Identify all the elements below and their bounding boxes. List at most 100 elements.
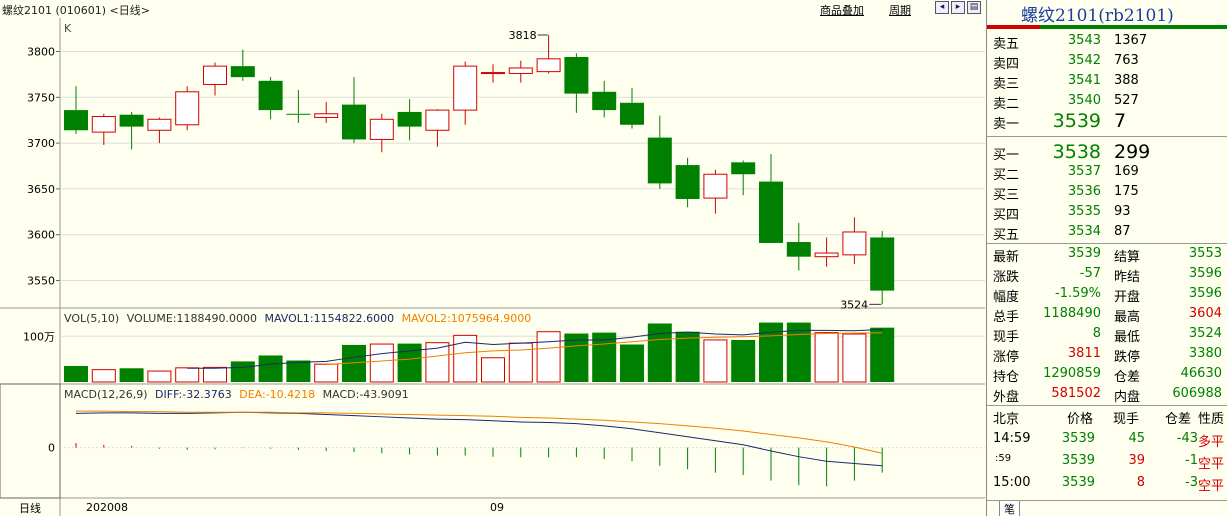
stat-value: 581502 — [1051, 386, 1101, 401]
trade-price: 3539 — [1061, 431, 1095, 446]
candles — [64, 34, 895, 305]
tab-trades[interactable]: 笔 — [999, 501, 1020, 516]
stat-value: 3596 — [1188, 266, 1222, 281]
volume-bar — [703, 339, 728, 383]
trade-nature: 空平 — [1198, 479, 1225, 494]
volume-bar — [147, 370, 172, 383]
vol-prefix: VOL(5,10) — [64, 312, 119, 325]
candle-body — [119, 114, 144, 127]
diff-line — [75, 411, 883, 467]
price-axis: 3800 3750 3700 3650 3600 3550 — [27, 45, 55, 287]
volume-bar — [870, 327, 895, 382]
stat-label: 总手 — [993, 310, 1020, 325]
ask-volume: 7 — [1114, 110, 1127, 132]
layout-icon[interactable]: ▤ — [967, 1, 981, 14]
candle — [481, 64, 505, 83]
ask-volume: 388 — [1114, 73, 1139, 88]
stat-label: 持仓 — [993, 370, 1020, 385]
volume-bar — [481, 357, 505, 383]
candle-body — [175, 91, 200, 126]
volume-bar — [397, 343, 422, 382]
stat-label: 现手 — [993, 330, 1020, 345]
volume-bar — [175, 367, 200, 383]
trade-row: 15:00 3539 8 -3 空平 — [987, 473, 1227, 494]
trade-time: 14:59 — [993, 431, 1031, 446]
candle-body — [536, 58, 561, 73]
stat-value: 3380 — [1188, 346, 1222, 361]
stat-value: 3811 — [1067, 346, 1101, 361]
stat-row: 涨跌 -57 昨结 3596 — [987, 264, 1227, 285]
high-marker: 3818 — [509, 29, 537, 42]
ask-row: 卖四 3542 763 — [987, 51, 1227, 72]
period-button[interactable]: 周期 — [889, 4, 911, 17]
ask-label: 卖二 — [993, 97, 1020, 112]
candle-body — [258, 80, 283, 111]
candle — [119, 111, 144, 150]
candle — [647, 115, 672, 189]
trade-diff: -43 — [1176, 431, 1198, 446]
candle — [592, 80, 617, 118]
trade-price: 3539 — [1061, 453, 1095, 468]
kline-chart[interactable]: K 3800 3750 3700 3650 3600 3550 3818 352… — [0, 18, 986, 516]
trade-nature: 多平 — [1198, 435, 1225, 450]
next-icon[interactable]: ▸ — [951, 1, 965, 14]
macd-tick: 0 — [48, 442, 55, 455]
stat-label: 开盘 — [1114, 290, 1141, 305]
ask-label: 卖五 — [993, 37, 1020, 52]
volume-bar — [286, 360, 311, 382]
candle — [536, 34, 561, 74]
x-tick: 202008 — [86, 501, 128, 514]
macd-bars — [75, 443, 883, 487]
trades-header: 北京 价格 现手 仓差 性质 — [987, 406, 1227, 427]
stat-label: 结算 — [1114, 250, 1141, 265]
vol-tick: 100万 — [23, 330, 55, 343]
stat-label: 最低 — [1114, 330, 1141, 345]
candle-body — [786, 242, 811, 257]
trade-time: :59 — [995, 453, 1012, 464]
stat-label: 涨跌 — [993, 270, 1020, 285]
stat-value: 3539 — [1067, 246, 1101, 261]
ask-label: 卖四 — [993, 57, 1020, 72]
bid-label: 买四 — [993, 208, 1020, 223]
bid-volume: 87 — [1114, 224, 1131, 239]
candle-body — [91, 116, 116, 133]
trade-hand: 39 — [1128, 453, 1145, 468]
volume-bar — [620, 344, 644, 382]
candle-body — [342, 104, 366, 140]
macd-corner-box — [0, 383, 61, 499]
stat-label: 涨停 — [993, 350, 1020, 365]
candle — [703, 169, 728, 214]
bid-volume: 175 — [1114, 184, 1139, 199]
mavol2-line — [326, 332, 883, 366]
candle — [286, 89, 311, 123]
bid-row: 买四 3535 93 — [987, 202, 1227, 223]
overlay-button[interactable]: 商品叠加 — [820, 4, 864, 17]
volume-bar — [731, 339, 756, 382]
candle — [147, 117, 172, 144]
trade-nature: 空平 — [1198, 457, 1225, 472]
stat-value: 3604 — [1188, 306, 1222, 321]
prev-icon[interactable]: ◂ — [935, 1, 949, 14]
stat-row: 持仓 1290859 仓差 46630 — [987, 364, 1227, 385]
ask-label: 卖一 — [993, 117, 1020, 132]
candle — [64, 86, 88, 134]
candle-body — [759, 181, 783, 243]
stat-label: 跌停 — [1114, 350, 1141, 365]
stat-label: 仓差 — [1114, 370, 1141, 385]
stat-value: 1290859 — [1043, 366, 1101, 381]
stat-label: 最新 — [993, 250, 1020, 265]
ask-price: 3540 — [1067, 93, 1101, 108]
trade-time: 15:00 — [993, 475, 1031, 490]
candle-body — [203, 65, 227, 85]
volume-bar — [842, 333, 867, 383]
dea-line — [76, 410, 883, 454]
trades-col-diff: 仓差 — [1165, 412, 1192, 427]
volume-bar — [647, 323, 672, 382]
candle — [675, 157, 700, 208]
divider — [987, 243, 1227, 244]
ratio-bar-up — [987, 25, 1040, 29]
candle-body — [842, 231, 867, 256]
stat-value: 3596 — [1188, 286, 1222, 301]
volume-bar — [786, 322, 811, 382]
candle-body — [453, 65, 478, 111]
